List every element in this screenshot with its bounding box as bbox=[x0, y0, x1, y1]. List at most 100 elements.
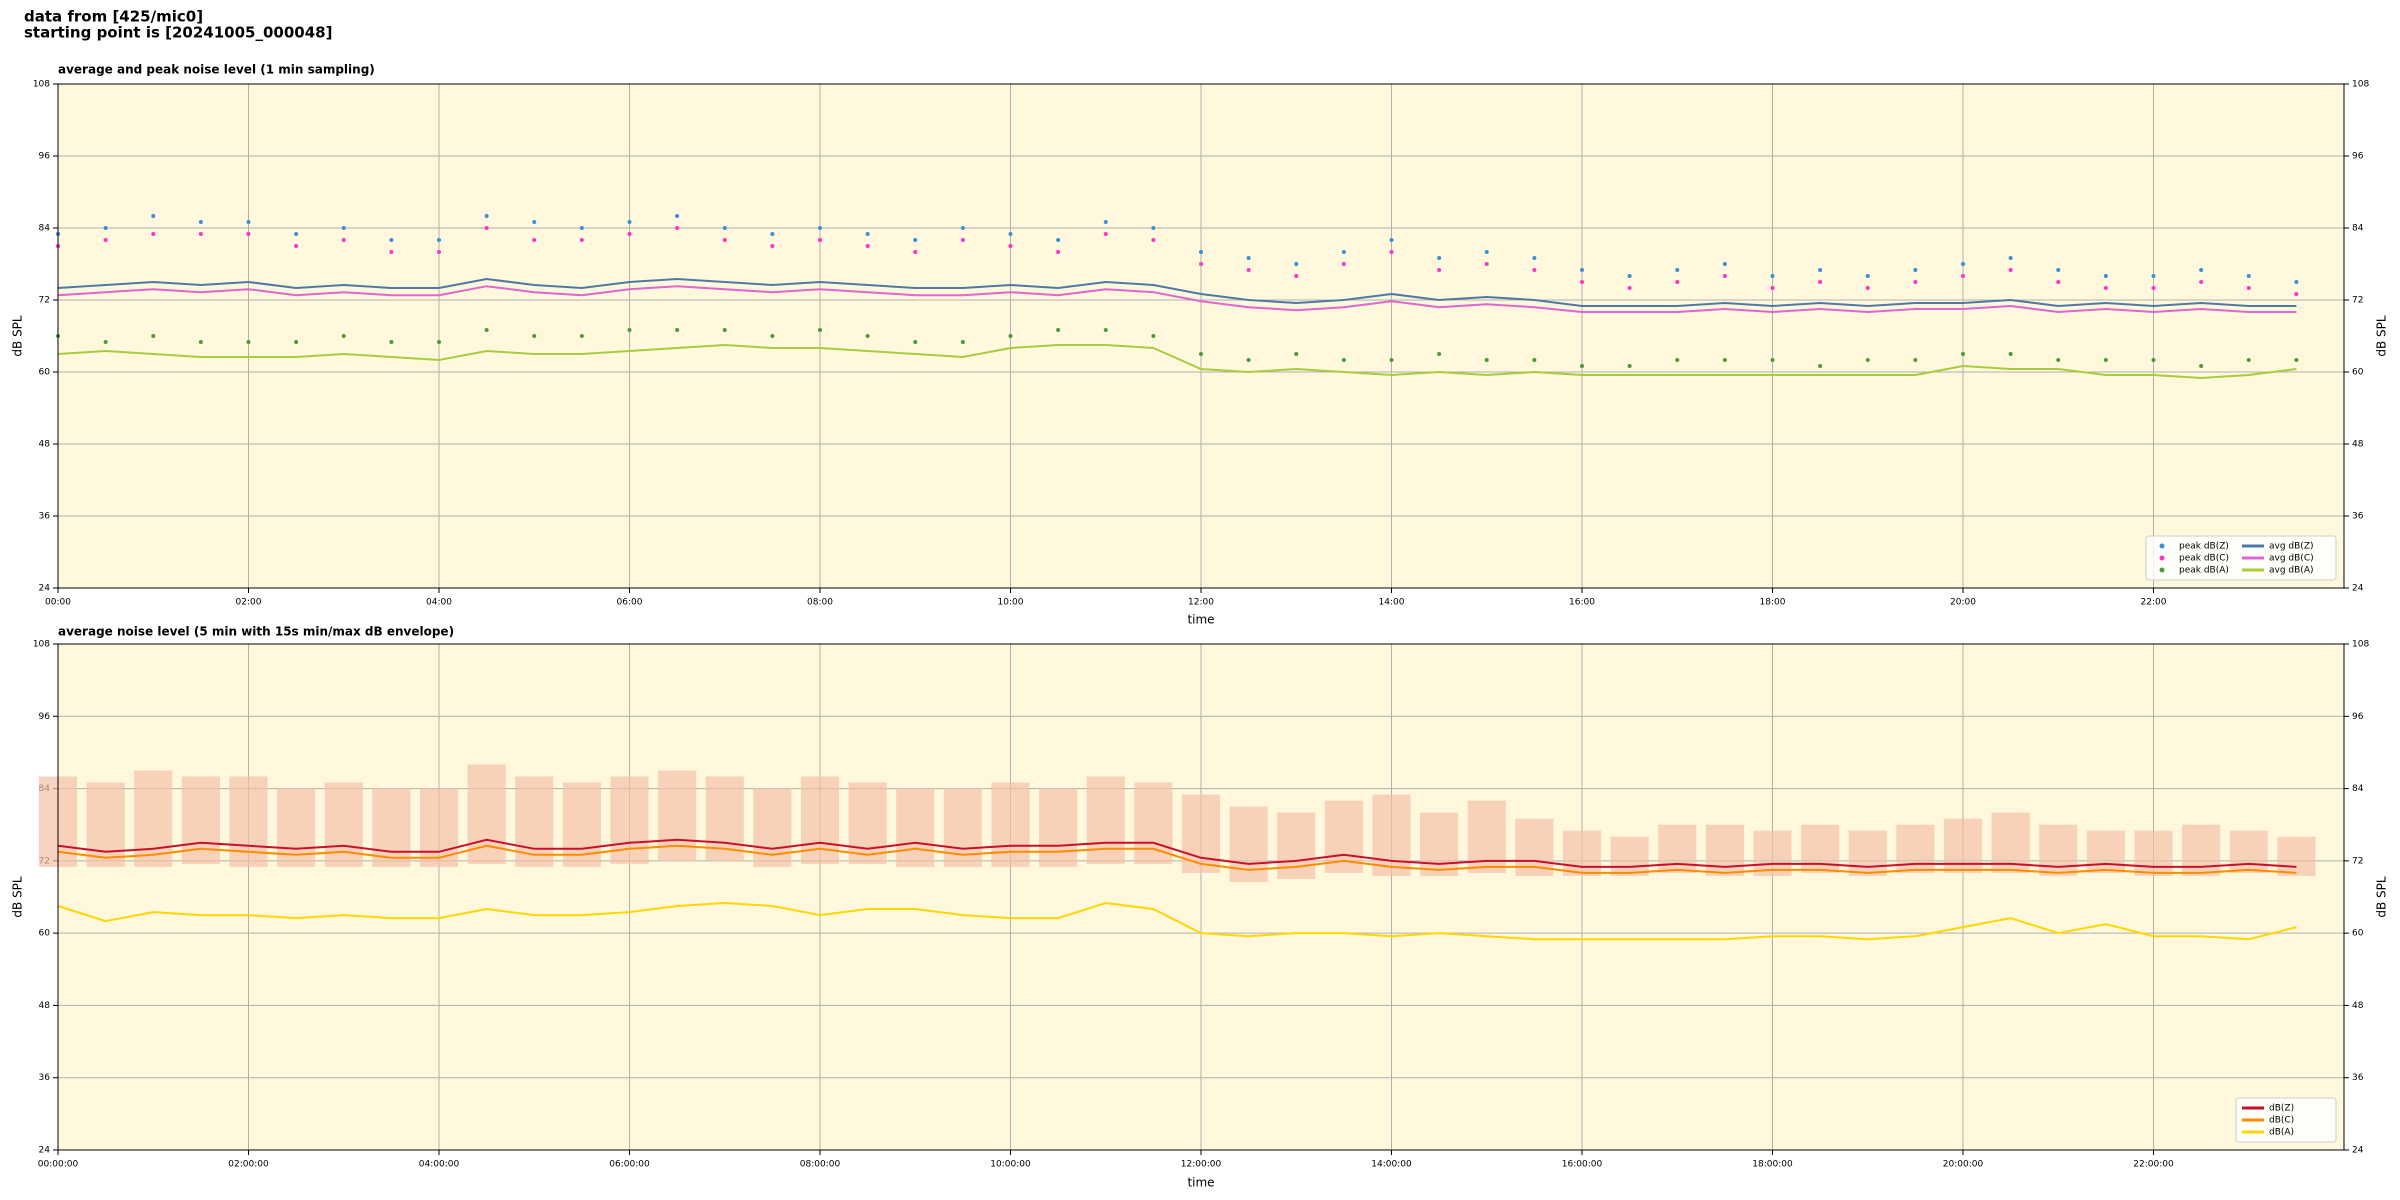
envelope bbox=[2086, 830, 2125, 873]
y-tick-label-right: 60 bbox=[2352, 368, 2364, 378]
series-dot bbox=[1913, 268, 1918, 272]
series-dot bbox=[2056, 280, 2061, 284]
series-dot bbox=[913, 238, 918, 242]
y-tick-label-right: 72 bbox=[2352, 296, 2363, 306]
series-dot bbox=[865, 232, 870, 236]
legend-label: avg dB(C) bbox=[2269, 554, 2314, 564]
series-dot bbox=[1865, 274, 1870, 278]
legend-label: dB(A) bbox=[2269, 1128, 2294, 1138]
legend-label: peak dB(C) bbox=[2179, 554, 2229, 564]
series-dot bbox=[1341, 250, 1346, 254]
series-dot bbox=[1341, 262, 1346, 266]
y-axis-label: dB SPL bbox=[11, 876, 25, 918]
series-dot bbox=[1151, 238, 1156, 242]
series-dot bbox=[675, 328, 680, 332]
y-tick-label-right: 48 bbox=[2352, 1001, 2364, 1011]
series-dot bbox=[1770, 358, 1775, 362]
legend-label: peak dB(A) bbox=[2179, 566, 2229, 576]
series-dot bbox=[1675, 358, 1680, 362]
series-dot bbox=[1532, 268, 1537, 272]
series-dot bbox=[1103, 328, 1108, 332]
series-dot bbox=[1961, 274, 1965, 278]
envelope bbox=[86, 782, 125, 867]
series-dot bbox=[103, 238, 108, 242]
x-tick-label: 06:00:00 bbox=[609, 1160, 650, 1170]
envelope bbox=[1848, 830, 1887, 876]
series-dot bbox=[1294, 262, 1299, 266]
series-dot bbox=[675, 214, 680, 218]
x-tick-label: 08:00 bbox=[807, 598, 833, 608]
series-dot bbox=[1580, 364, 1584, 368]
series-dot bbox=[389, 250, 394, 254]
series-dot bbox=[865, 334, 870, 338]
series-dot bbox=[1818, 364, 1823, 368]
series-dot bbox=[818, 226, 822, 230]
series-dot bbox=[484, 226, 489, 230]
series-dot bbox=[1627, 274, 1632, 278]
series-dot bbox=[913, 250, 918, 254]
series-dot bbox=[1008, 232, 1013, 236]
x-tick-label: 04:00 bbox=[426, 598, 452, 608]
envelope bbox=[848, 782, 887, 864]
series-dot bbox=[294, 340, 299, 344]
series-dot bbox=[1913, 358, 1918, 362]
envelope bbox=[1372, 794, 1411, 876]
series-dot bbox=[2294, 280, 2299, 284]
series-dot bbox=[1246, 256, 1251, 260]
y-tick-label-right: 108 bbox=[2352, 80, 2369, 90]
series-dot bbox=[2199, 364, 2204, 368]
series-dot bbox=[2294, 358, 2299, 362]
legend-label: avg dB(Z) bbox=[2269, 542, 2314, 552]
x-tick-label: 10:00:00 bbox=[990, 1160, 1031, 1170]
series-dot bbox=[1103, 232, 1108, 236]
envelope bbox=[1610, 836, 1649, 876]
chart-title: average and peak noise level (1 min samp… bbox=[58, 63, 375, 77]
legend-box bbox=[2145, 535, 2337, 581]
series-dot bbox=[722, 328, 727, 332]
x-tick-label: 12:00 bbox=[1188, 598, 1214, 608]
series-dot bbox=[770, 244, 775, 248]
envelope bbox=[2229, 830, 2268, 873]
envelope bbox=[515, 776, 554, 867]
x-tick-label: 14:00:00 bbox=[1371, 1160, 1412, 1170]
envelope bbox=[1420, 812, 1459, 876]
series-dot bbox=[2008, 256, 2013, 260]
envelope bbox=[1562, 830, 1602, 876]
y-tick-label: 84 bbox=[39, 224, 51, 234]
series-dot bbox=[1865, 358, 1870, 362]
series-dot bbox=[484, 214, 489, 218]
series-dot bbox=[2056, 268, 2061, 272]
series-dot bbox=[2151, 286, 2156, 290]
y-tick-label-right: 36 bbox=[2352, 1073, 2364, 1083]
series-dot bbox=[1199, 352, 1203, 356]
x-tick-label: 20:00 bbox=[1950, 598, 1976, 608]
y-axis-label: dB SPL bbox=[11, 315, 25, 357]
y-tick-label: 96 bbox=[39, 712, 51, 722]
series-dot bbox=[437, 340, 441, 344]
x-tick-label: 16:00:00 bbox=[1562, 1160, 1603, 1170]
series-dot bbox=[2056, 358, 2061, 362]
y-tick-label-right: 24 bbox=[2352, 1146, 2364, 1156]
envelope bbox=[2182, 824, 2221, 876]
series-dot bbox=[2246, 286, 2251, 290]
series-dot bbox=[1008, 244, 1013, 248]
series-dot bbox=[1199, 250, 1203, 254]
y-axis-label-right: dB SPL bbox=[2375, 876, 2389, 918]
y-tick-label-right: 108 bbox=[2352, 640, 2369, 650]
envelope bbox=[1181, 794, 1221, 873]
envelope bbox=[1991, 812, 2030, 873]
series-dot bbox=[2246, 274, 2251, 278]
y-tick-label: 108 bbox=[33, 640, 50, 650]
series-dot bbox=[1818, 280, 1823, 284]
y-tick-label-right: 96 bbox=[2352, 712, 2364, 722]
x-tick-label: 00:00:00 bbox=[38, 1160, 79, 1170]
series-dot bbox=[198, 232, 203, 236]
y-tick-label: 36 bbox=[39, 512, 51, 522]
y-tick-label: 24 bbox=[39, 1146, 51, 1156]
series-dot bbox=[103, 340, 108, 344]
series-dot bbox=[865, 244, 870, 248]
series-dot bbox=[627, 232, 632, 236]
y-tick-label-right: 96 bbox=[2352, 152, 2364, 162]
y-tick-label: 108 bbox=[33, 80, 50, 90]
series-dot bbox=[246, 232, 251, 236]
